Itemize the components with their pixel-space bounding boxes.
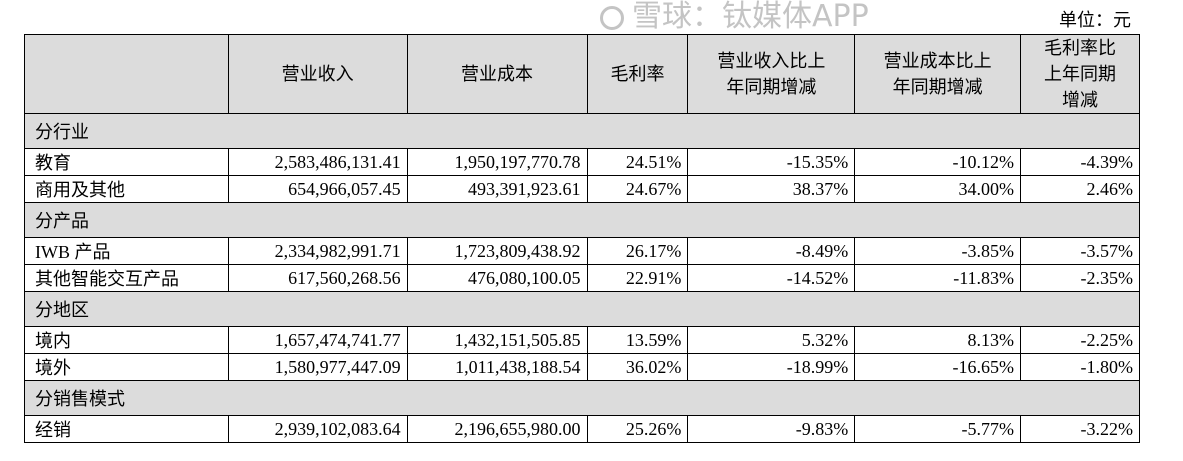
table-row: 商用及其他 654,966,057.45 493,391,923.61 24.67% 3… [24, 175, 1140, 203]
section-row: 分销售模式 [24, 380, 1140, 416]
row-label: 教育 [24, 148, 229, 176]
column-header: 营业收入比上年同期增减 [687, 34, 856, 114]
xueqiu-logo-icon [600, 5, 624, 30]
row-label: 其他智能交互产品 [24, 264, 229, 292]
column-header [24, 34, 229, 114]
header-row: 营业收入 营业成本 毛利率 营业收入比上年同期增减 营业成本比上年同期增减 毛利率比上年同… [24, 34, 1140, 114]
table-cell: 38.37% [687, 175, 856, 203]
table-cell: -11.83% [854, 264, 1022, 292]
table-cell: 2,583,486,131.41 [227, 148, 408, 176]
table-cell: 24.67% [586, 175, 689, 203]
row-label: 境外 [24, 353, 229, 381]
financial-table: 营业收入 营业成本 毛利率 营业收入比上年同期增减 营业成本比上年同期增减 毛利率比上年同… [24, 34, 1140, 443]
row-label: 经销 [24, 415, 229, 443]
table-cell: 8.13% [854, 326, 1022, 354]
column-header: 毛利率比上年同期增减 [1020, 34, 1140, 114]
column-header: 营业成本 [406, 34, 588, 114]
table-cell: -1.80% [1020, 353, 1140, 381]
table-cell: -14.52% [687, 264, 856, 292]
table-cell: 617,560,268.56 [227, 264, 408, 292]
table-cell: 1,580,977,447.09 [227, 353, 408, 381]
unit-label: 单位：元 [1059, 10, 1131, 30]
table-cell: 25.26% [586, 415, 689, 443]
table-cell: 2,196,655,980.00 [406, 415, 588, 443]
table-cell: 24.51% [586, 148, 689, 176]
table-cell: -2.35% [1020, 264, 1140, 292]
table-cell: 493,391,923.61 [406, 175, 588, 203]
table-row: 境外 1,580,977,447.09 1,011,438,188.54 36.02%… [24, 353, 1140, 381]
table-cell: -18.99% [687, 353, 856, 381]
table-cell: 22.91% [586, 264, 689, 292]
table-cell: 36.02% [586, 353, 689, 381]
table-row: 其他智能交互产品 617,560,268.56 476,080,100.05 22.9… [24, 264, 1140, 292]
table-cell: 1,723,809,438.92 [406, 237, 588, 265]
section-title: 分产品 [24, 202, 1140, 238]
table-cell: 5.32% [687, 326, 856, 354]
table-cell: 26.17% [586, 237, 689, 265]
section-title: 分地区 [24, 291, 1140, 327]
section-row: 分行业 [24, 113, 1140, 149]
table-cell: -9.83% [687, 415, 856, 443]
watermark-text: 雪球：钛媒体APP [632, 0, 869, 34]
table-row: 经销 2,939,102,083.64 2,196,655,980.00 25.26%… [24, 415, 1140, 443]
table-cell: -3.85% [854, 237, 1022, 265]
section-row: 分产品 [24, 202, 1140, 238]
table-cell: 654,966,057.45 [227, 175, 408, 203]
table-cell: -5.77% [854, 415, 1022, 443]
table-cell: 2,334,982,991.71 [227, 237, 408, 265]
table-cell: -10.12% [854, 148, 1022, 176]
table-cell: -15.35% [687, 148, 856, 176]
table-body: 分行业 教育 2,583,486,131.41 1,950,197,770.78 24.… [24, 113, 1140, 443]
table-cell: 1,950,197,770.78 [406, 148, 588, 176]
row-label: IWB 产品 [24, 237, 229, 265]
table-cell: 2,939,102,083.64 [227, 415, 408, 443]
section-title: 分行业 [24, 113, 1140, 149]
section-title: 分销售模式 [24, 380, 1140, 416]
row-label: 商用及其他 [24, 175, 229, 203]
table-cell: 1,432,151,505.85 [406, 326, 588, 354]
watermark: 雪球：钛媒体APP [600, 0, 869, 34]
table-row: 教育 2,583,486,131.41 1,950,197,770.78 24.51%… [24, 148, 1140, 176]
table-cell: -16.65% [854, 353, 1022, 381]
table-cell: -2.25% [1020, 326, 1140, 354]
table-cell: -8.49% [687, 237, 856, 265]
table-cell: 13.59% [586, 326, 689, 354]
table-row: 境内 1,657,474,741.77 1,432,151,505.85 13.59%… [24, 326, 1140, 354]
table-cell: -3.22% [1020, 415, 1140, 443]
table-cell: 1,657,474,741.77 [227, 326, 408, 354]
section-row: 分地区 [24, 291, 1140, 327]
column-header: 营业成本比上年同期增减 [854, 34, 1022, 114]
table-cell: -4.39% [1020, 148, 1140, 176]
table-row: IWB 产品 2,334,982,991.71 1,723,809,438.92 26… [24, 237, 1140, 265]
table-cell: 476,080,100.05 [406, 264, 588, 292]
row-label: 境内 [24, 326, 229, 354]
column-header: 毛利率 [586, 34, 689, 114]
table-cell: 34.00% [854, 175, 1022, 203]
table-cell: 2.46% [1020, 175, 1140, 203]
table-cell: -3.57% [1020, 237, 1140, 265]
table-cell: 1,011,438,188.54 [406, 353, 588, 381]
column-header: 营业收入 [227, 34, 408, 114]
